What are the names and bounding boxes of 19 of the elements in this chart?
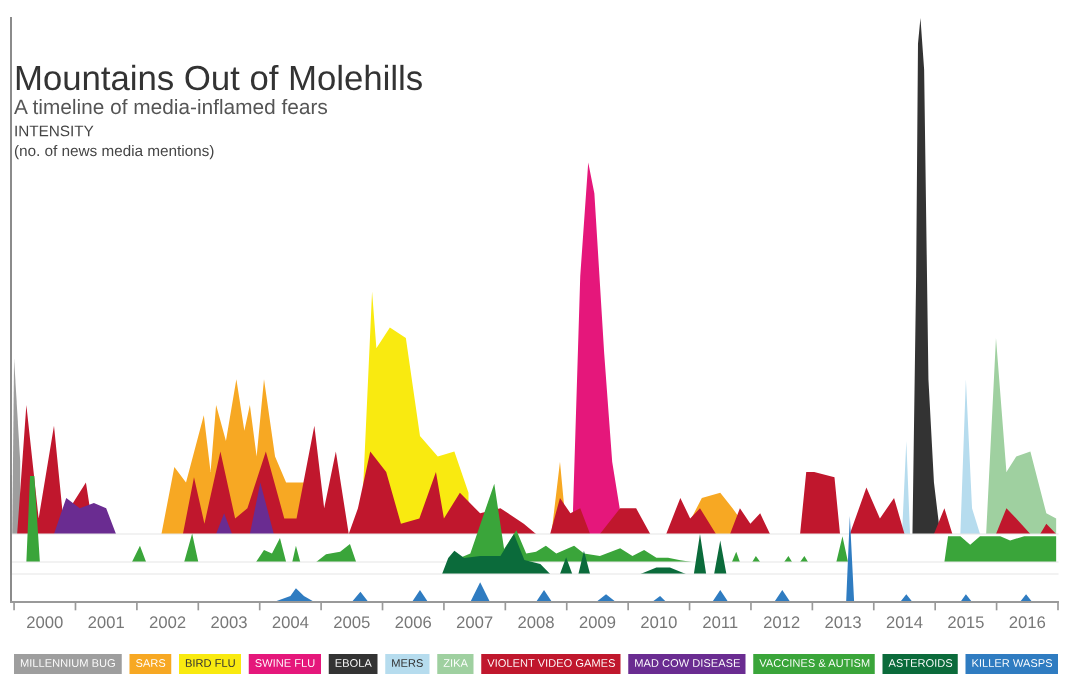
- x-tick-label: 2013: [825, 616, 861, 629]
- x-tick-label: 2009: [579, 616, 616, 629]
- x-tick-label: 2015: [948, 616, 984, 629]
- x-tick-label: 2007: [456, 616, 493, 629]
- x-tick-label: 2001: [88, 616, 124, 629]
- x-tick-label: 2000: [27, 616, 63, 629]
- x-tick-label: 2010: [641, 616, 677, 629]
- x-tick-label: 2014: [886, 616, 923, 629]
- text: A timeline of media-inflamed fears: [14, 98, 328, 115]
- x-tick-label: 2002: [149, 616, 186, 629]
- x-tick-label: 2006: [395, 616, 432, 629]
- x-tick-label: 2016: [1009, 616, 1046, 629]
- x-tick-label: 2003: [211, 616, 247, 629]
- x-tick-label: 2008: [518, 616, 554, 629]
- text: Mountains Out of Molehills: [16, 64, 422, 91]
- x-tick-label: 2011: [703, 616, 738, 629]
- x-tick-label: 2005: [334, 616, 370, 629]
- x-tick-label: 2004: [272, 616, 309, 629]
- x-tick-label: 2012: [763, 616, 800, 629]
